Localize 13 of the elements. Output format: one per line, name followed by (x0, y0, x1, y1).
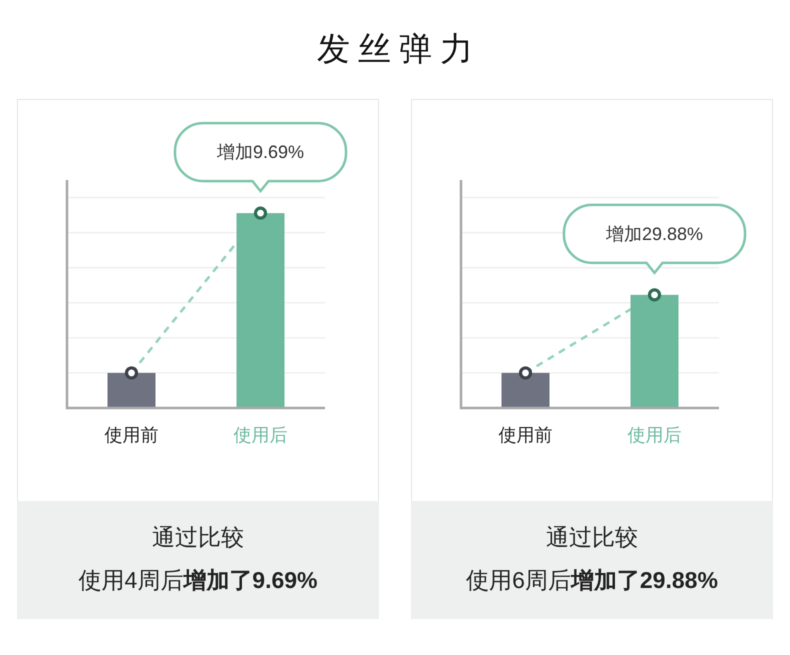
text: 使用4周后 (78, 567, 184, 593)
x-tick-label: 使用后 (234, 425, 288, 445)
x-tick-label: 使用后 (628, 425, 682, 445)
x-tick-label: 使用前 (498, 425, 552, 445)
annotation: 增加9.69% (216, 142, 304, 162)
text: 增加了9.69% (182, 567, 318, 593)
annotation: 增加29.88% (604, 224, 704, 244)
text: 增加了29.88% (570, 567, 718, 593)
x-tick-label: 使用前 (104, 425, 158, 445)
text: 发丝弹力 (317, 30, 481, 67)
text: 通过比较 (152, 524, 244, 550)
text: 通过比较 (546, 524, 638, 550)
text: 使用6周后 (466, 567, 571, 593)
